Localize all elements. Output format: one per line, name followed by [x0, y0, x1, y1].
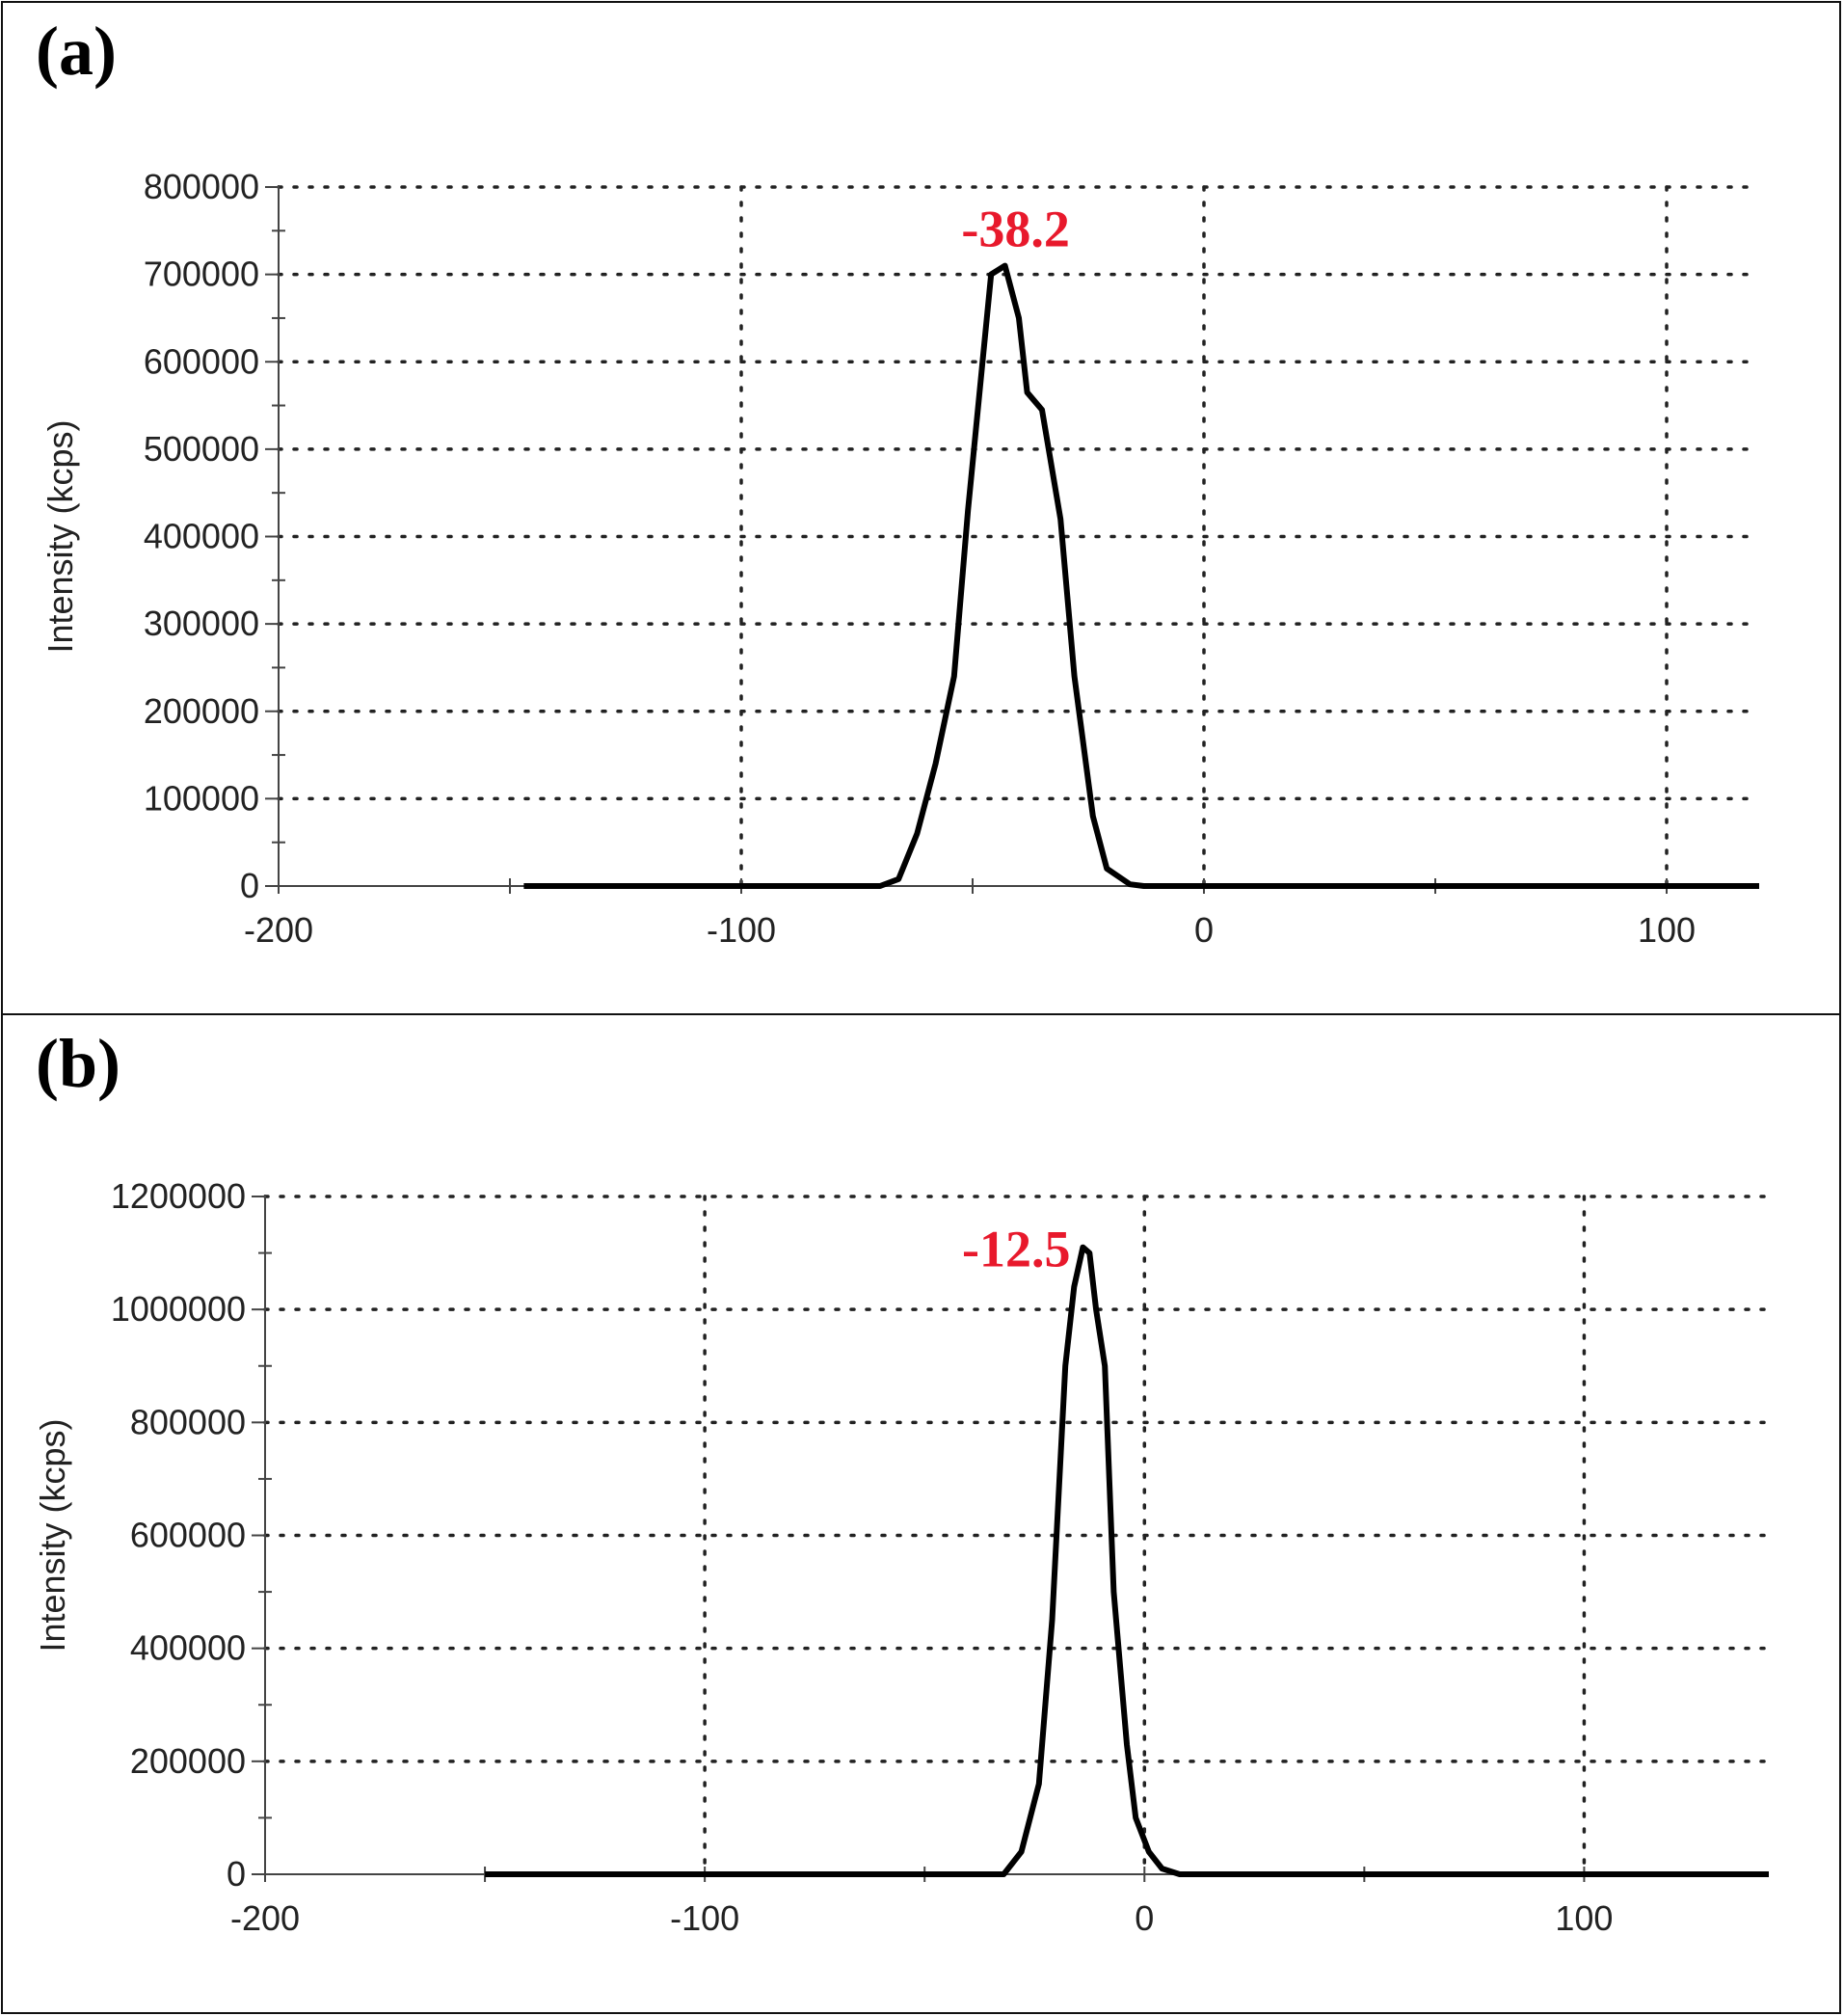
peak-annotation: -12.5 [962, 1221, 1070, 1278]
x-tick-label: 0 [1194, 910, 1214, 950]
y-tick-label: 0 [240, 866, 259, 905]
x-tick-label: 100 [1555, 1898, 1613, 1938]
x-tick-label: -200 [230, 1898, 300, 1938]
y-tick-label: 200000 [144, 691, 259, 731]
peak-annotation: -38.2 [961, 201, 1069, 258]
y-tick-label: 800000 [144, 167, 259, 206]
x-tick-label: 100 [1638, 910, 1696, 950]
x-tick-label: -200 [244, 910, 313, 950]
y-tick-label: 700000 [144, 255, 259, 294]
y-tick-label: 1000000 [111, 1289, 246, 1329]
y-tick-label: 600000 [130, 1516, 246, 1555]
series-line [523, 262, 1759, 889]
chart-panel-a: (a) 0 100000 200000 300000 400000 500000 60000… [1, 1, 1841, 1015]
chart-panel-b: (b) 0 200000 400000 600000 800000 1000000 1200… [1, 1013, 1841, 2014]
y-tick-label: 1200000 [111, 1176, 246, 1216]
y-tick-label: 0 [227, 1854, 246, 1894]
x-tick-label: -100 [670, 1898, 739, 1938]
y-tick-label: 600000 [144, 341, 259, 381]
x-tick-label: 0 [1135, 1898, 1154, 1938]
y-tick-label: 800000 [130, 1402, 246, 1441]
y-axis-label: Intensity (kcps) [33, 1418, 72, 1652]
y-tick-label: 200000 [130, 1741, 246, 1781]
panel-label: (b) [36, 1025, 120, 1102]
y-tick-label: 400000 [144, 517, 259, 556]
y-tick-label: 300000 [144, 604, 259, 643]
y-tick-label: 100000 [144, 778, 259, 818]
chart-b-plot: 0 200000 400000 600000 800000 1000000 1200000 -… [33, 1176, 1771, 1938]
y-tick-label: 500000 [144, 429, 259, 469]
y-tick-label: 400000 [130, 1628, 246, 1668]
panel-label: (a) [36, 13, 117, 90]
y-axis-label: Intensity (kcps) [40, 419, 80, 653]
chart-a-plot: 0 100000 200000 300000 400000 500000 600000 700… [40, 167, 1761, 950]
series-line [485, 1244, 1769, 1877]
x-tick-label: -100 [707, 910, 776, 950]
